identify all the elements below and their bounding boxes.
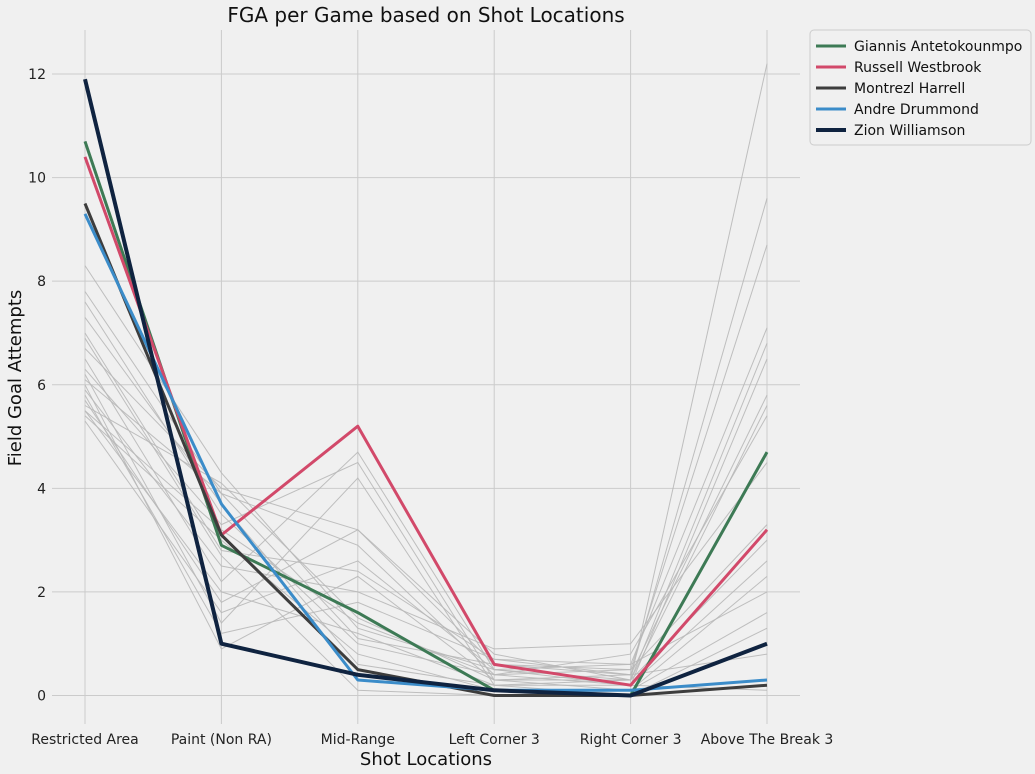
y-tick-label: 0 [37, 689, 46, 705]
series-line-russell-westbrook [83, 156, 769, 687]
legend-label: Russell Westbrook [854, 60, 982, 76]
y-tick-label: 12 [28, 67, 46, 83]
y-tick-label: 6 [37, 378, 46, 394]
y-tick-label: 10 [28, 171, 46, 187]
legend-label: Giannis Antetokounmpo [854, 39, 1022, 55]
background-series-lines [84, 63, 768, 697]
legend-label: Andre Drummond [854, 102, 979, 118]
series-line-zion-williamson [83, 78, 768, 698]
background-series-line [84, 410, 768, 686]
background-series-line [84, 389, 768, 650]
background-series-line [84, 374, 768, 686]
legend-label: Zion Williamson [854, 123, 965, 139]
x-axis-title: Shot Locations [360, 749, 492, 770]
y-tick-label: 8 [37, 274, 46, 290]
background-series-line [84, 343, 768, 681]
y-axis-title: Field Goal Attempts [5, 290, 26, 467]
x-tick-label: Left Corner 3 [449, 732, 540, 748]
x-tick-label: Above The Break 3 [701, 732, 834, 748]
grid-layer [52, 30, 800, 724]
legend-label: Montrezl Harrell [854, 81, 965, 97]
background-series-line [84, 63, 768, 681]
x-tick-label: Paint (Non RA) [171, 732, 272, 748]
y-tick-labels: 0 2 4 6 8 10 12 [28, 67, 46, 704]
background-series-line [84, 394, 768, 676]
chart-title: FGA per Game based on Shot Locations [227, 3, 624, 27]
x-tick-label: Mid-Range [321, 732, 395, 748]
background-series-line [84, 337, 768, 697]
background-series-line [84, 400, 768, 671]
legend: Giannis Antetokounmpo Russell Westbrook Mo… [809, 29, 1032, 146]
y-tick-label: 4 [37, 481, 46, 497]
x-tick-label: Right Corner 3 [580, 732, 682, 748]
series-line-montrezl-harrell [83, 202, 768, 697]
y-tick-label: 2 [37, 585, 46, 601]
x-tick-labels: Restricted Area Paint (Non RA) Mid-Range Le… [31, 732, 833, 748]
x-tick-label: Restricted Area [31, 732, 139, 748]
background-series-line [84, 368, 768, 681]
legend-box [809, 29, 1032, 146]
highlight-series-lines [83, 78, 769, 698]
